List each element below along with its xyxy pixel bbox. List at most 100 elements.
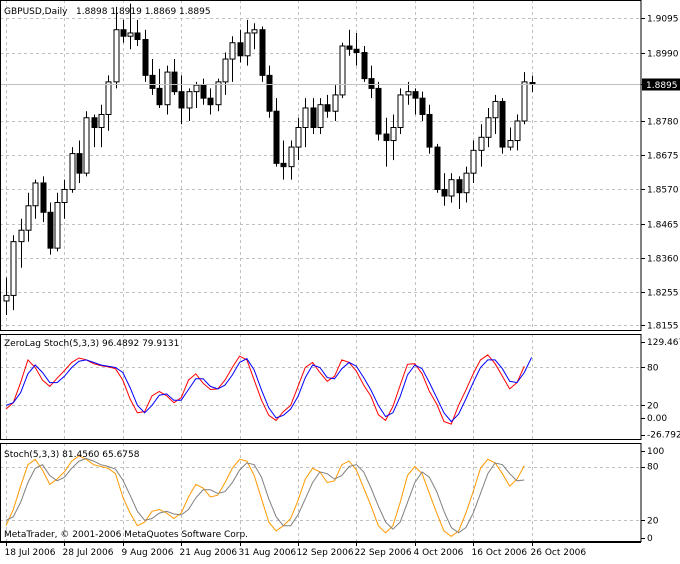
x-tick-label-9: 26 Oct 2006: [531, 548, 587, 558]
chart-header-ohlc: 1.8898 1.8919 1.8869 1.8895: [76, 7, 211, 17]
zerolag-lines: [5, 354, 533, 425]
price-y-axis: 1.9095 1.8990 1.8895 1.8780 1.8675 1.8570 1.84…: [641, 15, 679, 332]
price-candles: [3, 3, 536, 315]
candle-body-48: [353, 48, 360, 54]
candle-body-63: [463, 172, 470, 194]
zerolag-series-line-1: [5, 357, 533, 423]
price-tick-label-4: 1.8675: [647, 152, 679, 162]
candle-body-54: [397, 94, 404, 129]
stoch-tick-label-2: 20: [647, 516, 659, 526]
candle-body-34: [251, 29, 258, 34]
candle-body-11: [83, 117, 90, 174]
candle-body-41: [302, 107, 309, 129]
stoch-y-axis: 100 80 20 0: [641, 447, 664, 544]
zerolag-y-axis: 129.4674 80 20 0.00 -26.792: [641, 338, 680, 441]
price-tick-label-8: 1.8255: [647, 289, 679, 299]
candle-body-24: [178, 91, 185, 109]
candle-body-39: [288, 146, 295, 168]
candle-body-0: [3, 294, 10, 302]
zerolag-stoch-pane[interactable]: 129.4674 80 20 0.00 -26.792 ZeroLag Stoch(5,…: [0, 334, 680, 441]
price-pane[interactable]: 1.9095 1.8990 1.8895 1.8780 1.8675 1.8570 1.84…: [0, 0, 680, 332]
candle-body-9: [69, 153, 76, 190]
stoch-series-line-0: [5, 455, 525, 538]
candle-body-30: [222, 58, 229, 83]
chart-header-symbol: GBPUSD,Daily: [4, 7, 68, 17]
candle-body-68: [499, 100, 506, 148]
price-tick-label-3: 1.8780: [647, 118, 679, 128]
candle-body-49: [361, 52, 368, 80]
zerolag-series-line-0: [5, 354, 525, 425]
candle-body-19: [142, 38, 149, 76]
candle-body-72: [529, 82, 536, 85]
candle-body-42: [310, 107, 317, 129]
candle-body-37: [273, 110, 280, 164]
candle-body-47: [346, 45, 353, 50]
candle-body-52: [383, 133, 390, 142]
price-tick-label-7: 1.8360: [647, 255, 679, 265]
candle-body-62: [456, 179, 463, 194]
zerolag-tick-label-0: 129.4674: [647, 338, 680, 348]
x-tick-label-3: 21 Aug 2006: [180, 548, 238, 558]
candle-body-18: [134, 32, 141, 40]
candle-body-65: [478, 136, 485, 151]
current-price-label: 1.8895: [646, 81, 678, 91]
pane-border-0: [0, 0, 642, 331]
zerolag-tick-label-4: -26.792: [647, 431, 680, 441]
candle-body-5: [40, 182, 47, 213]
stoch-grid: [0, 443, 641, 542]
candle-body-44: [324, 104, 331, 112]
candle-body-71: [521, 81, 528, 122]
candle-body-58: [426, 113, 433, 148]
x-tick-label-2: 9 Aug 2006: [122, 548, 174, 558]
zerolag-tick-label-2: 20: [647, 401, 659, 411]
candle-body-53: [390, 127, 397, 142]
candle-body-56: [412, 91, 419, 99]
candle-body-14: [105, 81, 112, 115]
x-tick-label-8: 16 Oct 2006: [472, 548, 528, 558]
x-tick-label-6: 22 Sep 2006: [355, 548, 412, 558]
candle-body-22: [164, 71, 171, 106]
candle-body-27: [200, 84, 207, 99]
candle-body-69: [507, 140, 514, 148]
candle-body-61: [448, 179, 455, 197]
candle-body-40: [295, 127, 302, 148]
stoch-tick-label-3: 0: [647, 534, 653, 544]
price-tick-label-0: 1.9095: [647, 15, 679, 25]
candle-body-4: [32, 182, 39, 207]
candle-body-36: [266, 74, 273, 112]
candle-body-1: [10, 241, 17, 296]
candle-body-46: [339, 45, 346, 96]
candle-body-20: [149, 74, 156, 89]
stoch-tick-label-1: 80: [647, 463, 659, 473]
candle-body-45: [332, 94, 339, 112]
x-tick-label-4: 31 Aug 2006: [239, 548, 297, 558]
stoch-pane[interactable]: 100 80 20 0 Stoch(5,3,3) 81.4560 65.6758 Me…: [0, 443, 664, 544]
candle-body-64: [470, 149, 477, 174]
candle-body-59: [434, 146, 441, 190]
stoch-title: Stoch(5,3,3) 81.4560 65.6758: [4, 450, 140, 460]
candle-body-12: [91, 117, 98, 129]
candle-body-17: [127, 32, 134, 37]
candle-body-43: [317, 104, 324, 129]
candle-body-7: [54, 202, 61, 249]
candle-body-66: [485, 117, 492, 138]
candle-body-26: [193, 84, 200, 93]
candle-body-55: [405, 91, 412, 96]
candle-body-33: [244, 32, 251, 57]
candle-body-23: [171, 71, 178, 93]
x-tick-label-7: 4 Oct 2006: [414, 548, 464, 558]
candle-body-3: [25, 205, 32, 231]
candle-body-25: [186, 91, 193, 109]
candle-body-50: [368, 78, 375, 89]
price-tick-label-6: 1.8465: [647, 221, 679, 231]
candle-body-21: [156, 87, 163, 106]
candle-body-6: [47, 211, 54, 249]
stoch-tick-label-0: 100: [647, 447, 664, 457]
price-tick-label-1: 1.8990: [647, 50, 679, 60]
time-x-axis: 18 Jul 2006 28 Jul 2006 9 Aug 2006 21 Aug 2…: [0, 542, 641, 558]
x-tick-label-1: 28 Jul 2006: [63, 548, 114, 558]
pane-border-1: [0, 334, 642, 440]
candle-body-38: [280, 162, 287, 168]
